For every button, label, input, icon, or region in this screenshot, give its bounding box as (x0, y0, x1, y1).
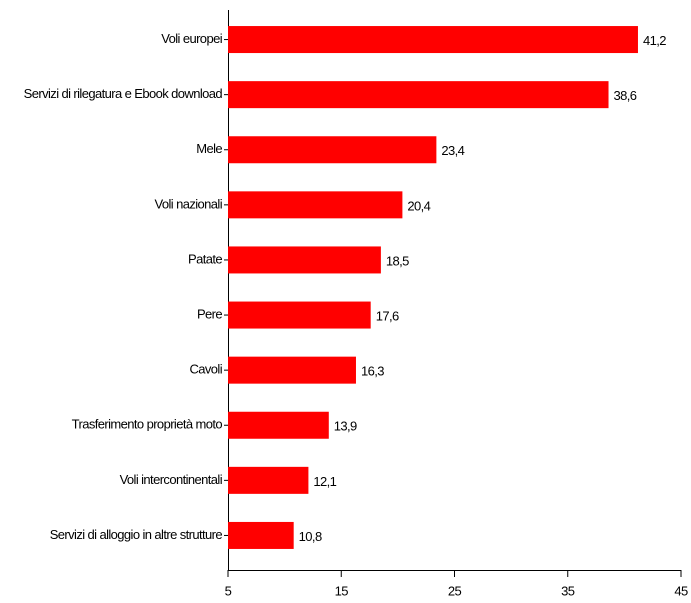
x-tick-label: 5 (225, 583, 232, 598)
value-label: 41,2 (643, 33, 666, 48)
value-label: 23,4 (441, 143, 464, 158)
bar (228, 356, 356, 384)
bar (228, 246, 381, 274)
category-label: Cavoli (189, 362, 222, 377)
x-tick-label: 15 (335, 583, 349, 598)
bar (228, 411, 329, 439)
value-label: 18,5 (386, 253, 409, 268)
bar (228, 521, 294, 549)
category-label: Voli nazionali (155, 196, 223, 211)
bar (228, 26, 638, 54)
value-label: 17,6 (376, 308, 399, 323)
x-tick-label: 25 (448, 583, 462, 598)
x-tick-label: 45 (674, 583, 688, 598)
category-label: Trasferimento proprietà moto (72, 417, 223, 432)
value-label: 10,8 (299, 529, 322, 544)
bar (228, 466, 309, 494)
value-label: 38,6 (614, 88, 637, 103)
value-label: 12,1 (313, 474, 336, 489)
bar (228, 136, 437, 164)
bar (228, 81, 609, 109)
category-label: Mele (196, 141, 222, 156)
category-label: Voli europei (161, 31, 222, 46)
value-label: 13,9 (334, 419, 357, 434)
x-tick-label: 35 (561, 583, 575, 598)
value-label: 20,4 (407, 198, 430, 213)
value-label: 16,3 (361, 364, 384, 379)
category-label: Servizi di rilegatura e Ebook download (24, 86, 223, 101)
category-label: Voli intercontinentali (120, 472, 223, 487)
category-label: Pere (197, 306, 222, 321)
category-label: Patate (188, 251, 222, 266)
category-label: Servizi di alloggio in altre strutture (50, 527, 223, 542)
bar (228, 191, 403, 219)
bar (228, 301, 371, 329)
